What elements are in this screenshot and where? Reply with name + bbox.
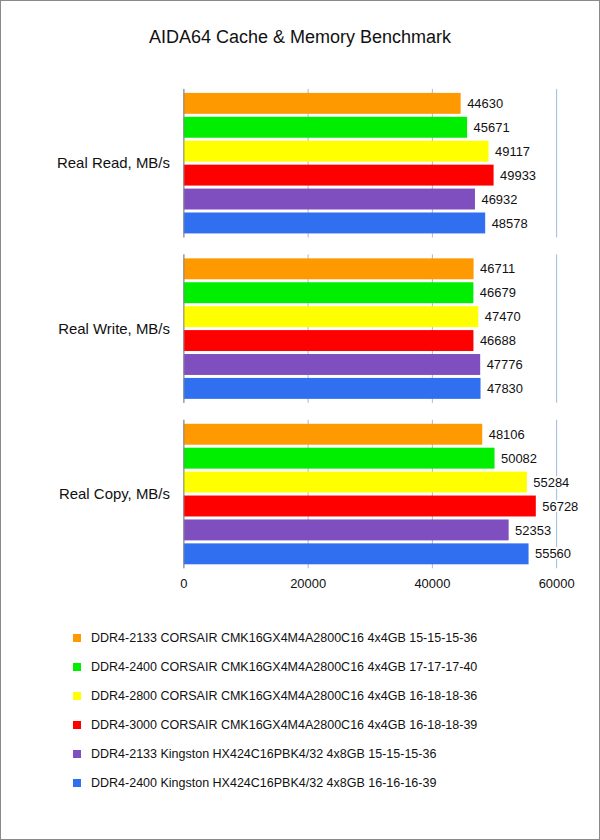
- svg-text:52353: 52353: [515, 523, 551, 538]
- html-text:DDR4-2133 CORSAIR CMK16GX4M4A2: DDR4-2133 CORSAIR CMK16GX4M4A2800C16 4x4…: [91, 630, 478, 645]
- html-text:DDR4-2400 Kingston HX424C16PBK: DDR4-2400 Kingston HX424C16PBK4/32 4x8GB…: [91, 775, 437, 790]
- svg-text:Real Write, MB/s: Real Write, MB/s: [58, 320, 170, 337]
- html-text:DDR4-2800 CORSAIR CMK16GX4M4A2: DDR4-2800 CORSAIR CMK16GX4M4A2800C16 4x4…: [91, 688, 478, 703]
- svg-text:56728: 56728: [542, 499, 578, 514]
- html-text:AIDA64 Cache & Memory Benchmar: AIDA64 Cache & Memory Benchmark: [148, 27, 452, 47]
- svg-text:60000: 60000: [539, 576, 575, 591]
- svg-text:48106: 48106: [489, 427, 525, 442]
- svg-text:46688: 46688: [480, 333, 516, 348]
- svg-text:20000: 20000: [290, 576, 326, 591]
- svg-text:44630: 44630: [467, 96, 503, 111]
- html-text:DDR4-2133 Kingston HX424C16PBK: DDR4-2133 Kingston HX424C16PBK4/32 4x8GB…: [91, 746, 437, 761]
- svg-text:55560: 55560: [535, 546, 571, 561]
- svg-text:Real Copy, MB/s: Real Copy, MB/s: [59, 485, 170, 502]
- svg-text:46932: 46932: [481, 192, 517, 207]
- svg-text:46711: 46711: [480, 261, 515, 276]
- svg-text:0: 0: [180, 576, 187, 591]
- svg-text:50082: 50082: [501, 451, 537, 466]
- svg-text:40000: 40000: [414, 576, 450, 591]
- svg-text:46679: 46679: [480, 285, 516, 300]
- svg-text:47470: 47470: [485, 309, 521, 324]
- svg-text:49117: 49117: [495, 144, 530, 159]
- svg-text:55284: 55284: [533, 475, 569, 490]
- svg-text:48578: 48578: [492, 216, 528, 231]
- svg-text:Real Read, MB/s: Real Read, MB/s: [57, 154, 170, 171]
- html-text:DDR4-3000 CORSAIR CMK16GX4M4A2: DDR4-3000 CORSAIR CMK16GX4M4A2800C16 4x4…: [91, 717, 478, 732]
- svg-text:45671: 45671: [474, 120, 510, 135]
- html-text:DDR4-2400 CORSAIR CMK16GX4M4A2: DDR4-2400 CORSAIR CMK16GX4M4A2800C16 4x4…: [91, 659, 478, 674]
- svg-text:47776: 47776: [487, 357, 523, 372]
- svg-text:47830: 47830: [487, 381, 523, 396]
- svg-text:49933: 49933: [500, 168, 536, 183]
